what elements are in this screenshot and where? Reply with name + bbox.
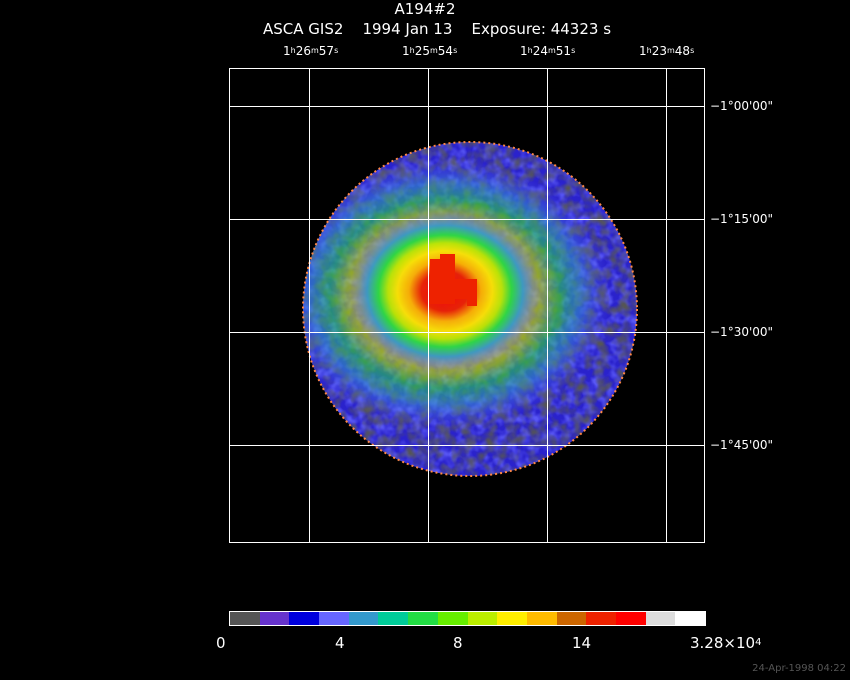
- image-subtitle: ASCA GIS2 1994 Jan 13 Exposure: 44323 s: [263, 20, 612, 38]
- detector-edge: [302, 141, 638, 477]
- dec-tick-label: −1°45'00": [710, 438, 774, 452]
- ra-tick-label: 1h23m48s: [639, 44, 695, 58]
- colorbar: [229, 611, 706, 626]
- detector-field: [303, 142, 637, 476]
- image-title: A194#2: [394, 0, 456, 18]
- colorbar-swatch: [556, 612, 587, 625]
- colorbar-label: 4: [335, 634, 345, 652]
- ra-tick-label: 1h25m54s: [402, 44, 458, 58]
- colorbar-swatch: [408, 612, 438, 625]
- colorbar-swatch: [467, 612, 498, 625]
- dec-tick-label: −1°30'00": [710, 325, 774, 339]
- colorbar-swatch: [230, 612, 260, 625]
- colorbar-swatch: [497, 612, 527, 625]
- ra-tick-label: 1h26m57s: [283, 44, 339, 58]
- colorbar-swatch: [259, 612, 290, 625]
- colorbar-swatch: [319, 612, 349, 625]
- xray-intensity-map: [230, 69, 704, 542]
- timestamp: 24-Apr-1998 04:22: [752, 663, 846, 674]
- cluster-core: [430, 254, 477, 306]
- colorbar-swatch: [348, 612, 379, 625]
- colorbar-label-max: 3.28×104: [690, 634, 762, 652]
- colorbar-label: 8: [453, 634, 463, 652]
- dec-tick-label: −1°15'00": [710, 212, 774, 226]
- colorbar-swatch: [526, 612, 557, 625]
- colorbar-swatch: [645, 612, 676, 625]
- ra-tick-label: 1h24m51s: [520, 44, 576, 58]
- colorbar-swatch: [675, 612, 705, 625]
- dec-tick-label: −1°00'00": [710, 99, 774, 113]
- image-frame: [229, 68, 705, 543]
- colorbar-swatch: [378, 612, 409, 625]
- colorbar-swatch: [437, 612, 468, 625]
- colorbar-swatch: [289, 612, 320, 625]
- colorbar-label: 14: [572, 634, 592, 652]
- colorbar-label-min: 0: [216, 634, 226, 652]
- coordinate-grid: [230, 69, 704, 542]
- colorbar-swatch: [615, 612, 646, 625]
- colorbar-swatch: [586, 612, 616, 625]
